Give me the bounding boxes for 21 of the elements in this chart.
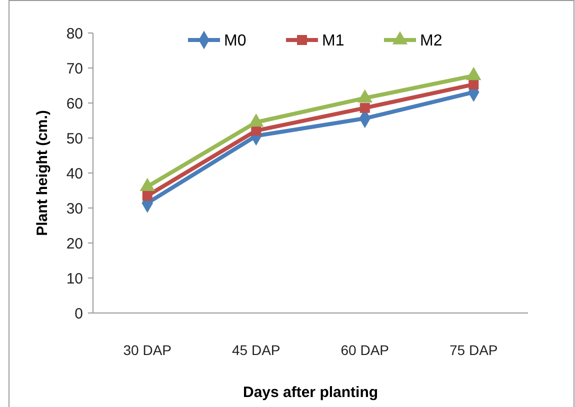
- x-tick-label: 75 DAP: [450, 342, 498, 358]
- x-tick-label: 45 DAP: [232, 342, 280, 358]
- point: [468, 79, 479, 90]
- y-tick-label: 0: [74, 305, 83, 322]
- point: [360, 102, 370, 113]
- y-tick-label: 40: [66, 165, 83, 182]
- legend-label: M1: [322, 32, 344, 50]
- y-axis-title: Plant height (cm.): [34, 110, 51, 236]
- x-tick-label: 60 DAP: [340, 342, 389, 358]
- y-tick-label: 20: [66, 235, 83, 252]
- y-tick-label: 30: [66, 200, 83, 218]
- point: [142, 190, 152, 201]
- y-tick-label: 60: [66, 95, 83, 112]
- x-tick-label: 30 DAP: [123, 342, 172, 358]
- y-tick-label: 70: [66, 60, 83, 78]
- y-tick-label: 50: [66, 130, 83, 148]
- legend-label: M0: [224, 32, 246, 50]
- y-tick-label: 10: [66, 270, 83, 288]
- y-tick-label: 80: [66, 25, 83, 42]
- legend-label: M2: [420, 32, 442, 50]
- x-axis-title: Days after planting: [242, 384, 378, 401]
